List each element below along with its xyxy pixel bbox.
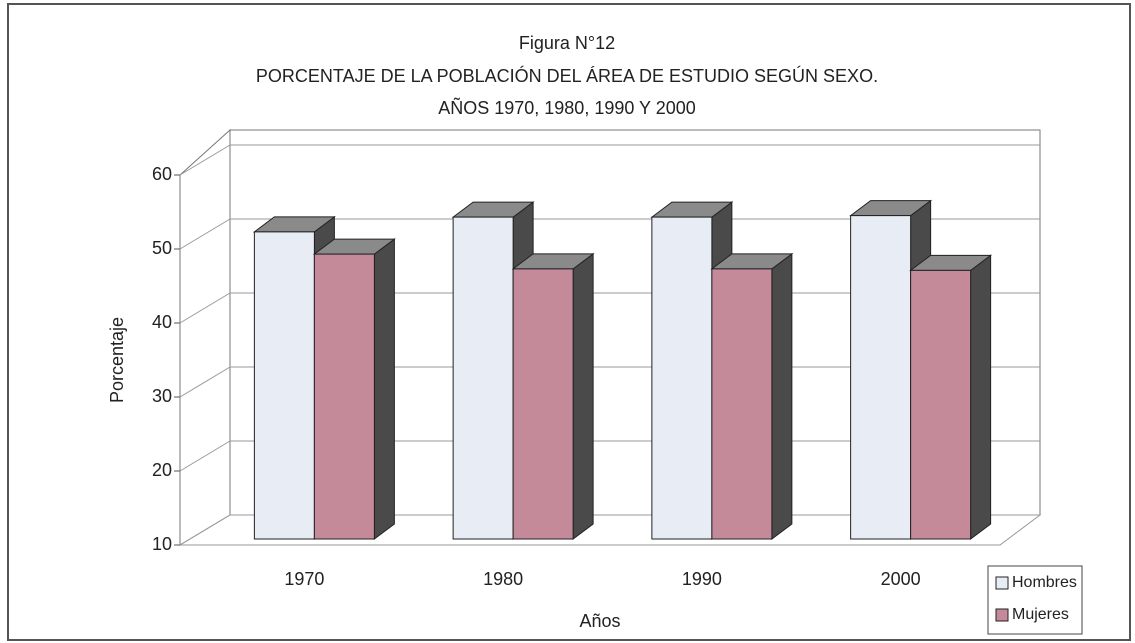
- bar-side: [771, 252, 793, 540]
- x-tick-label: 2000: [881, 569, 921, 589]
- x-tick-label: 1990: [682, 569, 722, 589]
- bar: [512, 268, 574, 540]
- y-tick-label: 40: [152, 312, 172, 332]
- x-tick-label: 1970: [284, 569, 324, 589]
- grid-line: [179, 218, 231, 250]
- grid-line: [179, 366, 231, 398]
- chart-subtitle: AÑOS 1970, 1980, 1990 Y 2000: [438, 97, 696, 118]
- chart-title: Figura N°12: [519, 33, 615, 53]
- bar-side: [572, 252, 594, 540]
- grid-line: [179, 144, 231, 176]
- bar: [651, 216, 713, 540]
- legend-swatch: [995, 608, 1009, 622]
- y-tick-label: 20: [152, 460, 172, 480]
- bar: [313, 253, 375, 540]
- grid-line: [179, 514, 231, 546]
- y-tick-label: 60: [152, 164, 172, 184]
- bar: [253, 231, 315, 540]
- y-axis-label: Porcentaje: [107, 317, 127, 403]
- y-tick-label: 50: [152, 238, 172, 258]
- bar: [850, 215, 912, 540]
- bar-side: [373, 238, 395, 540]
- chart-subtitle: PORCENTAJE DE LA POBLACIÓN DEL ÁREA DE E…: [256, 65, 878, 86]
- legend-swatch: [995, 576, 1009, 590]
- side-wall: [179, 128, 231, 546]
- legend-label: Mujeres: [1012, 606, 1069, 623]
- x-tick-label: 1980: [483, 569, 523, 589]
- bar: [452, 216, 514, 540]
- bar: [711, 268, 773, 540]
- x-axis-label: Años: [579, 611, 620, 631]
- y-tick-label: 30: [152, 386, 172, 406]
- grid-line: [179, 440, 231, 472]
- y-tick-label: 10: [152, 534, 172, 554]
- legend-label: Hombres: [1012, 574, 1077, 591]
- bar: [910, 269, 972, 540]
- grid-line: [179, 292, 231, 324]
- bar-side: [970, 254, 992, 540]
